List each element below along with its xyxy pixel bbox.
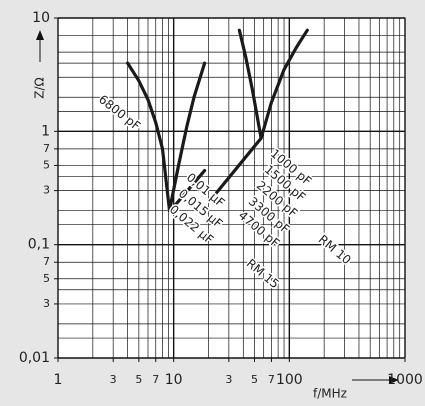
curve (213, 136, 263, 196)
x-tick-label: 7 (152, 373, 159, 386)
y-tick-label: 5 (43, 158, 50, 171)
y-tick-label: 0,01 (19, 350, 50, 366)
x-tick-label: 10 (165, 372, 183, 388)
curve (237, 28, 309, 140)
y-tick-label: 7 (43, 142, 50, 155)
y-arrow-head (36, 30, 44, 40)
x-tick-label: 100 (276, 372, 303, 388)
x-tick-label: 5 (135, 373, 142, 386)
x-tick-label: 5 (251, 373, 258, 386)
y-tick-label: 3 (43, 297, 50, 310)
curve (169, 169, 207, 213)
x-tick-label: 1 (54, 372, 63, 388)
x-tick-label: 1000 (387, 372, 423, 388)
curve (126, 61, 207, 213)
y-tick-label: 5 (43, 272, 50, 285)
x-tick-label: 3 (225, 373, 232, 386)
y-tick-label: 1 (41, 123, 50, 139)
y-tick-label: 7 (43, 255, 50, 268)
y-tick-label: 3 (43, 184, 50, 197)
x-axis-label: f/MHz (313, 387, 347, 401)
x-arrow-head (389, 376, 399, 384)
x-tick-label: 3 (110, 373, 117, 386)
plot-area (57, 17, 406, 359)
y-axis-label: Z/Ω (33, 77, 47, 98)
x-tick-label: 7 (268, 373, 275, 386)
y-tick-label: 10 (32, 10, 50, 26)
y-tick-label: 0,1 (28, 237, 50, 253)
